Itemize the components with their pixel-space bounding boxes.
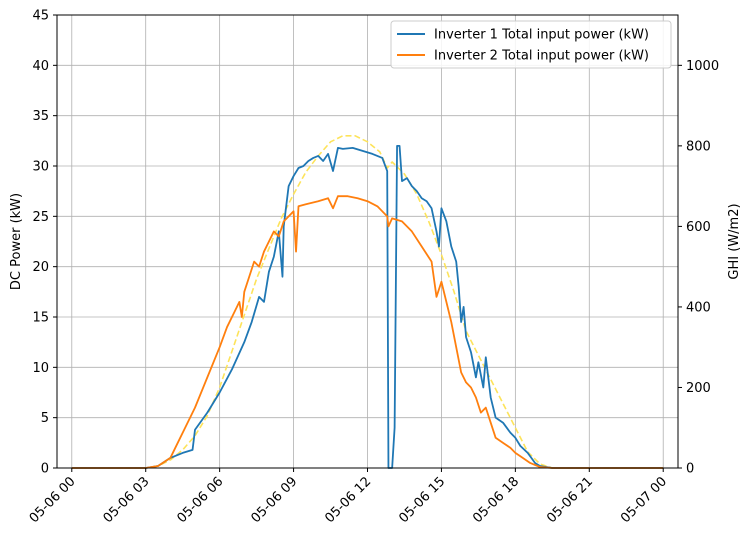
legend: Inverter 1 Total input power (kW) Invert… <box>390 20 672 69</box>
y-tick-label: 35 <box>32 109 49 124</box>
x-tick-label: 05-06 09 <box>248 474 300 526</box>
legend-label-inverter-1: Inverter 1 Total input power (kW) <box>434 28 649 43</box>
y2-tick-label: 1000 <box>686 59 719 74</box>
series-line-1 <box>71 195 664 469</box>
y-tick-label: 5 <box>41 411 49 426</box>
y-tick-label: 15 <box>32 311 49 326</box>
legend-frame <box>390 20 672 69</box>
x-tick-label: 05-06 03 <box>101 474 153 526</box>
y-axis-label-right: GHI (W/m2) <box>727 203 742 279</box>
x-tick-label: 05-06 00 <box>27 474 79 526</box>
ticks: 0 5 10 15 20 25 30 35 40 45 0 200 400 600 800 1000 05-06… <box>27 9 719 527</box>
y-tick-label: 20 <box>32 260 49 275</box>
x-tick-label: 05-06 21 <box>544 474 596 526</box>
y2-tick-label: 200 <box>686 381 711 396</box>
y2-tick-label: 400 <box>686 300 711 315</box>
legend-label-inverter-2: Inverter 2 Total input power (kW) <box>434 49 649 64</box>
y-axis-label-left: DC Power (kW) <box>9 193 24 290</box>
y-tick-label: 45 <box>32 9 49 24</box>
y-tick-label: 0 <box>41 462 49 477</box>
y-tick-label: 10 <box>32 361 49 376</box>
x-tick-label: 05-06 06 <box>175 474 227 526</box>
y2-tick-label: 0 <box>686 462 694 477</box>
x-tick-label: 05-06 15 <box>396 474 448 526</box>
y-tick-label: 25 <box>32 210 49 225</box>
y2-tick-label: 800 <box>686 139 711 154</box>
y-tick-label: 40 <box>32 59 49 74</box>
x-tick-label: 05-07 00 <box>618 474 670 526</box>
x-tick-label: 05-06 12 <box>322 474 374 526</box>
y2-tick-label: 600 <box>686 220 711 235</box>
y-tick-label: 30 <box>32 160 49 175</box>
grid <box>57 14 678 469</box>
x-tick-label: 05-06 18 <box>470 474 522 526</box>
